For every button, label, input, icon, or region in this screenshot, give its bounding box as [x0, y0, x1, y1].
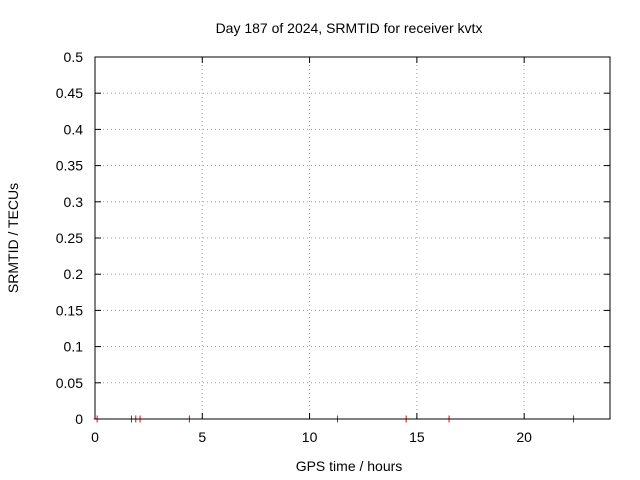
axis-ticks: 0 0.05 0.1 0.15 0.2 0.25 0.3 0.35 0.4 0.45 0.5 0 5 10…	[56, 49, 610, 445]
grid-lines	[95, 57, 610, 419]
x-tick-label: 5	[198, 429, 206, 445]
x-tick-label: 15	[409, 429, 425, 445]
y-tick-label: 0	[75, 411, 83, 427]
y-tick-label: 0.35	[56, 158, 83, 174]
x-tick-label: 0	[91, 429, 99, 445]
chart-title: Day 187 of 2024, SRMTID for receiver kvt…	[216, 20, 483, 36]
y-tick-label: 0.45	[56, 85, 83, 101]
y-tick-label: 0.1	[64, 339, 84, 355]
plot-frame	[94, 56, 611, 420]
y-tick-label: 0.3	[64, 194, 84, 210]
y-axis-label: SRMTID / TECUs	[5, 183, 21, 293]
y-tick-label: 0.2	[64, 266, 84, 282]
x-axis-label: GPS time / hours	[296, 458, 403, 474]
y-tick-label: 0.15	[56, 302, 83, 318]
y-tick-label: 0.25	[56, 230, 83, 246]
y-tick-label: 0.5	[64, 49, 84, 65]
x-tick-label: 10	[302, 429, 318, 445]
y-tick-label: 0.4	[64, 121, 84, 137]
y-tick-label: 0.05	[56, 375, 83, 391]
x-tick-label: 20	[516, 429, 532, 445]
